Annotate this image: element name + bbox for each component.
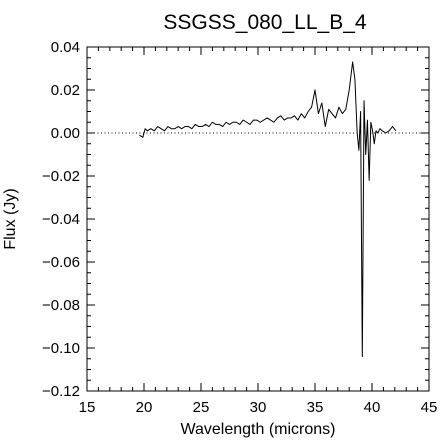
y-tick-label: −0.12 <box>42 383 80 400</box>
x-tick-label: 35 <box>307 399 324 416</box>
x-tick-label: 30 <box>250 399 267 416</box>
x-tick-label: 25 <box>193 399 210 416</box>
x-tick-label: 45 <box>421 399 438 416</box>
x-tick-label: 15 <box>79 399 96 416</box>
chart-title: SSGSS_080_LL_B_4 <box>163 11 366 34</box>
x-tick-label: 20 <box>136 399 153 416</box>
tick-layer: 15 20 25 30 35 40 45 0.04 0.02 0.00 −0.02 −0.04 −0.0… <box>42 39 437 416</box>
y-tick-label: −0.02 <box>42 168 80 185</box>
y-tick-label: −0.04 <box>42 211 80 228</box>
y-tick-label: 0.04 <box>51 39 80 56</box>
y-axis-label: Flux (Jy) <box>2 188 19 249</box>
y-tick-label: 0.00 <box>51 125 80 142</box>
y-tick-label: −0.06 <box>42 254 80 271</box>
y-tick-label: −0.10 <box>42 340 80 357</box>
flux-series-line <box>139 61 397 358</box>
y-tick-label: −0.08 <box>42 297 80 314</box>
x-tick-label: 40 <box>364 399 381 416</box>
plot-frame <box>86 46 430 392</box>
x-axis-label: Wavelength (microns) <box>180 421 335 438</box>
y-tick-label: 0.02 <box>51 82 80 99</box>
